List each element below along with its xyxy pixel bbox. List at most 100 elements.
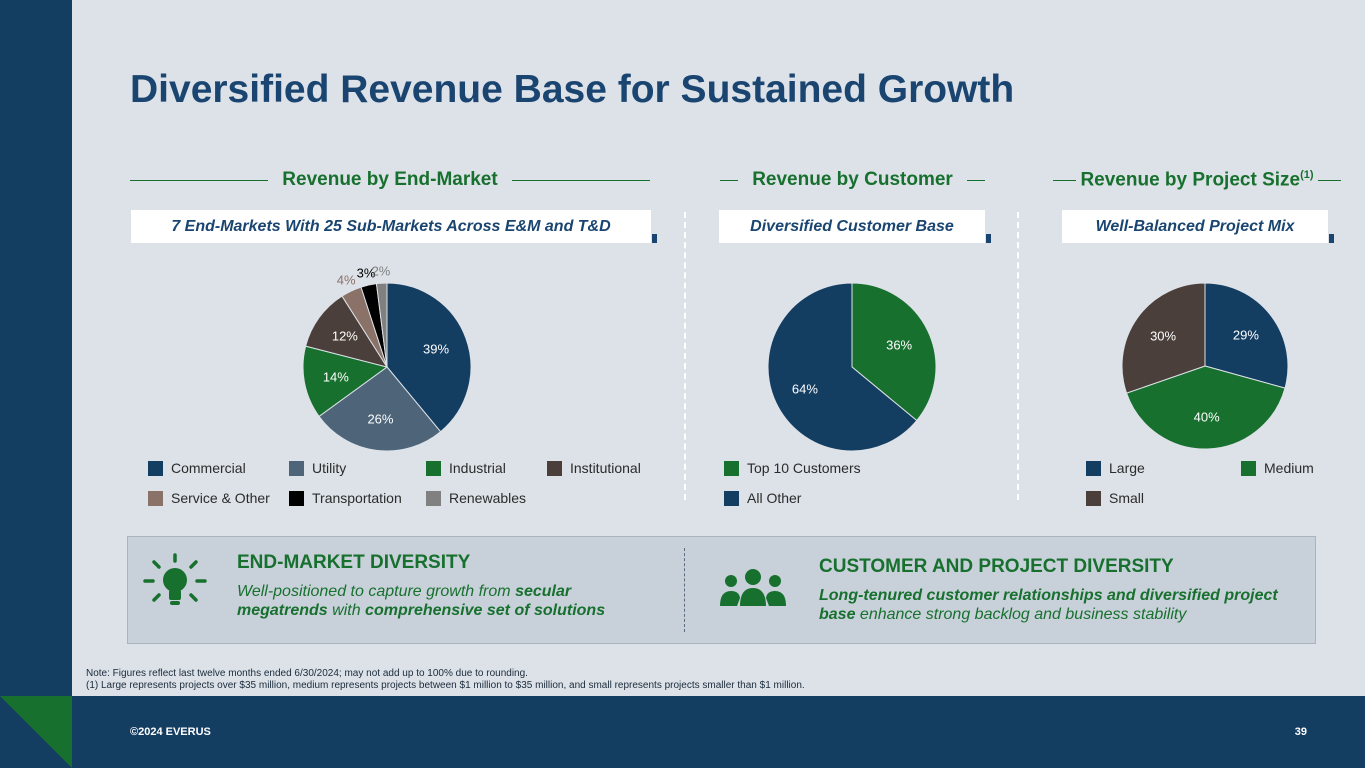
heading-rule — [720, 179, 739, 181]
legend-label: Small — [1109, 490, 1145, 506]
legend-item-commercial: Commercial — [148, 460, 246, 476]
pie-slice-commercial — [386, 282, 472, 433]
pie-svg — [767, 282, 937, 452]
section-heading-text: Revenue by Project Size(1) — [1076, 169, 1317, 191]
section-heading-end-market: Revenue by End-Market — [130, 168, 650, 192]
pie-slice-medium — [1125, 365, 1286, 450]
legend-item-all-other: All Other — [724, 490, 801, 506]
pie-svg — [1121, 282, 1289, 450]
legend-label: Top 10 Customers — [747, 460, 861, 476]
pie-label-service-other: 4% — [336, 272, 356, 288]
legend-swatch — [148, 490, 163, 506]
pie-label-medium: 40% — [1193, 409, 1220, 425]
heading-main: Revenue by Project Size — [1080, 169, 1301, 191]
pie-slice-small — [1121, 282, 1206, 394]
people-group-icon — [720, 569, 786, 606]
text-emphasis: secular — [515, 583, 572, 600]
note-line: (1) Large represents projects over $35 m… — [86, 680, 805, 691]
legend-item-utility: Utility — [289, 460, 346, 476]
legend-label: Transportation — [312, 490, 402, 506]
pie-slice-top-10-customers — [851, 282, 937, 422]
section-heading-text: Revenue by End-Market — [282, 169, 498, 190]
legend-label: Utility — [312, 460, 347, 476]
end-market-pie-chart: 39% 26% 14% 12% 4% 3% 2% — [302, 264, 472, 452]
legend-item-small: Small — [1086, 490, 1144, 506]
legend-swatch — [426, 460, 441, 476]
legend-swatch — [1241, 460, 1256, 476]
legend-item-transportation: Transportation — [289, 490, 402, 506]
page-title: Diversified Revenue Base for Sustained G… — [130, 68, 1015, 111]
pie-label-transportation: 3% — [356, 265, 376, 281]
footer-bar — [0, 696, 1365, 768]
legend-swatch — [724, 460, 739, 476]
subtitle-box-customer: Diversified Customer Base — [719, 210, 991, 243]
pie-label-utility: 26% — [367, 411, 394, 427]
pie-label-small: 30% — [1150, 328, 1177, 344]
legend-item-renewables: Renewables — [426, 490, 526, 506]
pie-slice-institutional — [305, 295, 389, 368]
box-corner-tick — [986, 234, 991, 243]
text-emphasis: megatrends — [237, 602, 328, 619]
pie-slice-industrial — [302, 345, 389, 418]
heading-rule — [1053, 179, 1077, 181]
legend-swatch — [547, 460, 562, 476]
legend-swatch — [1086, 460, 1101, 476]
pie-svg — [302, 282, 472, 452]
copyright-text: ©2024 EVERUS — [130, 726, 211, 738]
pie-label-commercial: 39% — [422, 341, 450, 357]
pie-slice-all-other — [767, 282, 918, 452]
pie-label-large: 29% — [1232, 327, 1259, 343]
legend-item-top-10-customers: Top 10 Customers — [724, 460, 861, 476]
text-emphasis: base — [819, 606, 856, 623]
legend-label: Institutional — [570, 460, 641, 476]
legend-swatch — [1086, 490, 1101, 506]
text-emphasis: Long-tenured customer relationships and … — [819, 587, 1278, 604]
customer-pie-chart: 36% 64% — [767, 282, 937, 452]
text-part: Well-positioned to capture growth from — [237, 583, 516, 600]
text-part: enhance strong backlog and business stab… — [855, 606, 1187, 623]
section-heading-text: Revenue by Customer — [752, 169, 953, 190]
subtitle-text: Diversified Customer Base — [750, 217, 954, 235]
box-corner-tick — [1329, 234, 1334, 243]
legend-swatch — [148, 460, 163, 476]
legend-swatch — [426, 490, 441, 506]
legend-item-large: Large — [1086, 460, 1145, 476]
end-market-diversity-heading: END-MARKET DIVERSITY — [237, 552, 471, 573]
pie-label-all-other: 64% — [791, 381, 818, 397]
pie-slice-utility — [318, 366, 442, 452]
legend-item-institutional: Institutional — [547, 460, 641, 476]
page-number: 39 — [1294, 726, 1307, 738]
end-market-diversity-text: Well-positioned to capture growth from s… — [237, 582, 677, 620]
heading-rule — [511, 179, 650, 181]
diversity-summary-box — [127, 536, 1316, 644]
legend-label: Medium — [1264, 460, 1314, 476]
pie-label-industrial: 14% — [322, 369, 349, 385]
legend-label: Commercial — [171, 460, 246, 476]
heading-rule — [966, 179, 985, 181]
left-accent-bar — [0, 0, 72, 768]
footnotes: Note: Figures reflect last twelve months… — [86, 668, 805, 692]
diversity-divider — [684, 548, 685, 632]
legend-label: Large — [1109, 460, 1145, 476]
customer-project-diversity-heading: CUSTOMER AND PROJECT DIVERSITY — [819, 556, 1174, 577]
legend-label: All Other — [747, 490, 802, 506]
legend-swatch — [289, 460, 304, 476]
pie-label-top-10-customers: 36% — [886, 337, 913, 353]
pie-label-institutional: 12% — [331, 328, 358, 344]
column-divider — [1017, 212, 1019, 500]
footnote-marker: (1) — [1300, 168, 1314, 181]
text-emphasis: comprehensive set of solutions — [365, 602, 606, 619]
heading-rule — [1317, 179, 1342, 181]
legend-swatch — [289, 490, 304, 506]
legend-label: Service & Other — [171, 490, 270, 506]
pie-slice-large — [1204, 282, 1289, 389]
column-divider — [684, 212, 686, 500]
box-corner-tick — [652, 234, 657, 243]
legend-item-medium: Medium — [1241, 460, 1314, 476]
heading-rule — [130, 179, 269, 181]
note-line: Note: Figures reflect last twelve months… — [86, 668, 528, 679]
subtitle-text: Well-Balanced Project Mix — [1095, 217, 1295, 235]
section-heading-project: Revenue by Project Size(1) — [1053, 168, 1342, 192]
text-part: with — [327, 602, 366, 619]
legend-label: Renewables — [449, 490, 527, 506]
